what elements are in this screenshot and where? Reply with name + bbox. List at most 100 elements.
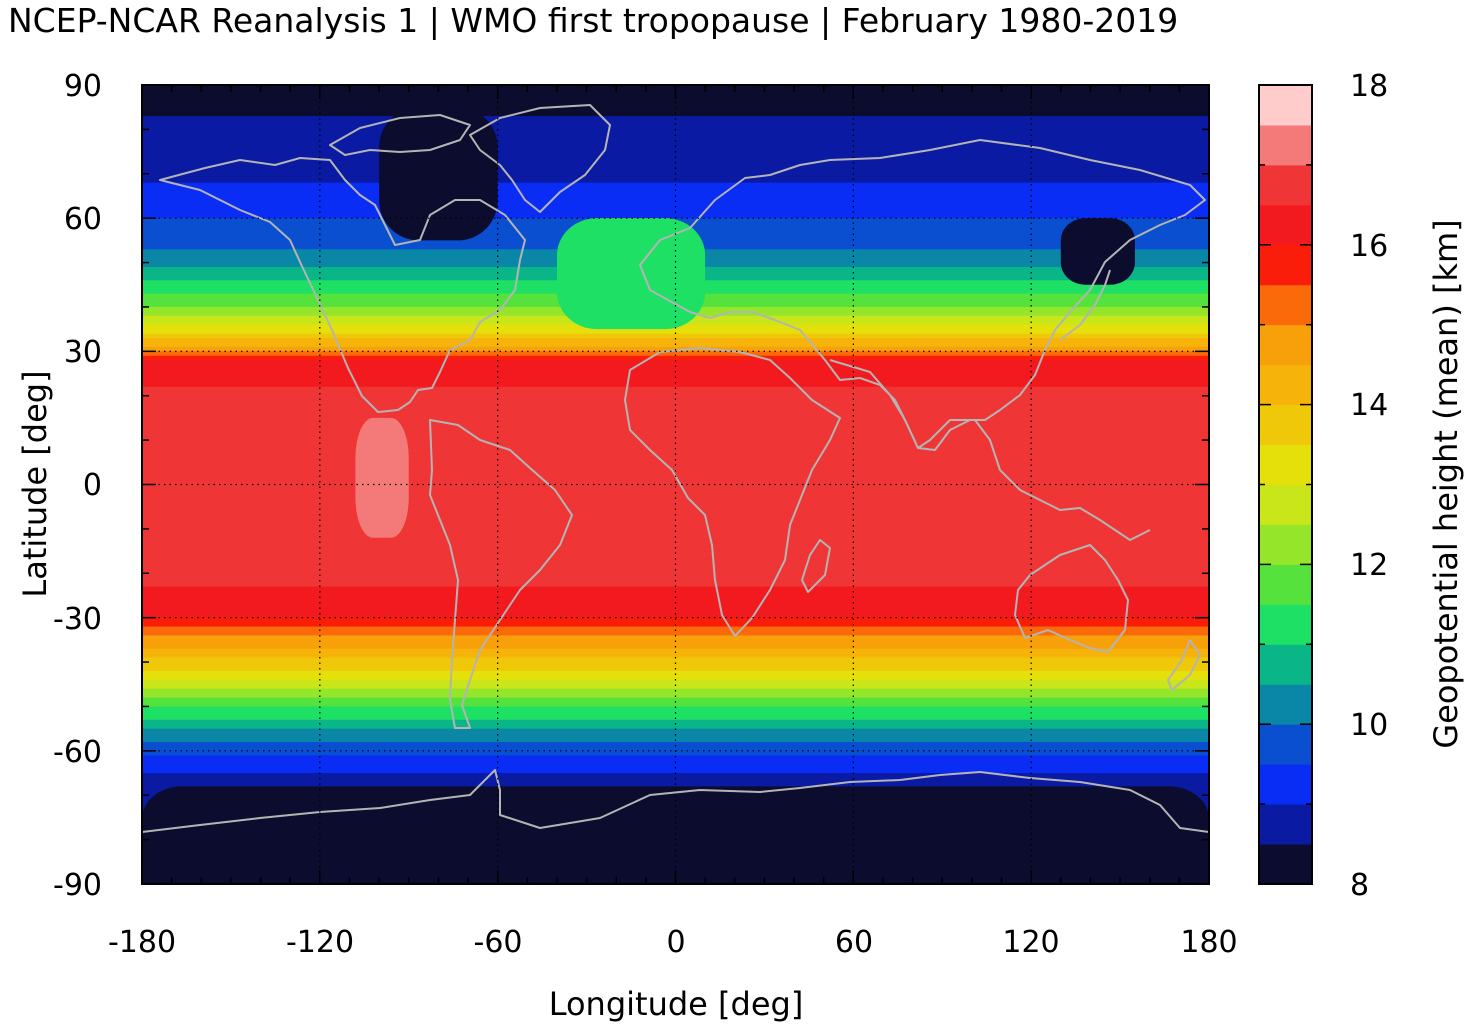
zonal-band: [142, 431, 1209, 437]
zonal-band: [142, 98, 1209, 104]
zonal-band: [142, 626, 1209, 632]
colorbar-swatch: [1259, 124, 1312, 166]
zonal-band: [142, 613, 1209, 619]
y-tick-label: 30: [64, 335, 102, 370]
coastline-madagascar: [801, 539, 831, 593]
zonal-band: [142, 471, 1209, 477]
x-tick-label: 60: [835, 925, 873, 960]
colorbar-swatch: [1259, 164, 1312, 206]
zonal-band: [142, 444, 1209, 450]
coastline-eurasia: [639, 139, 1206, 451]
coastline-arctic-islands: [329, 114, 471, 156]
colorbar-label: Geopotential height (mean) [km]: [1427, 219, 1465, 748]
zonal-band: [142, 679, 1209, 685]
colorbar-tick-label: 14: [1350, 388, 1388, 423]
zonal-band: [142, 120, 1209, 126]
zonal-band: [142, 173, 1209, 179]
y-tick-label: -90: [53, 868, 102, 903]
zonal-band: [142, 351, 1209, 357]
coastline-africa: [624, 347, 841, 637]
zonal-band: [142, 107, 1209, 113]
zonal-band: [142, 608, 1209, 614]
y-tick-labels: 90 60 30 0 -30 -60 -90: [53, 69, 102, 903]
zonal-band: [142, 102, 1209, 108]
zonal-band: [142, 453, 1209, 459]
zonal-band: [142, 724, 1209, 730]
colorbar-swatch: [1259, 564, 1312, 605]
zonal-band: [142, 147, 1209, 153]
colorbar-swatch: [1259, 804, 1312, 845]
coastline-south-asia: [829, 359, 1151, 541]
zonal-band: [142, 475, 1209, 481]
x-tick-label: -180: [108, 925, 176, 960]
x-axis-label: Longitude [deg]: [549, 985, 804, 1023]
regional-feature: [1060, 218, 1135, 285]
y-tick-label: -60: [53, 735, 102, 770]
zonal-band: [142, 382, 1209, 388]
zonal-band: [142, 493, 1209, 499]
zonal-band: [142, 164, 1209, 170]
zonal-band: [142, 142, 1209, 148]
zonal-band: [142, 195, 1209, 202]
zonal-band: [142, 409, 1209, 415]
zonal-band: [142, 635, 1209, 641]
colorbar-tick-label: 12: [1350, 548, 1388, 583]
coastline-new-zealand: [1167, 639, 1201, 691]
zonal-band: [142, 395, 1209, 401]
zonal-band: [142, 213, 1209, 219]
zonal-band: [142, 364, 1209, 370]
coastline-south-america: [429, 419, 573, 729]
zonal-band: [142, 662, 1209, 668]
colorbar-swatch: [1259, 404, 1312, 446]
map-ticks: [141, 84, 1210, 885]
zonal-band: [142, 719, 1209, 725]
zonal-band: [142, 653, 1209, 659]
zonal-band: [142, 604, 1209, 610]
zonal-band: [142, 670, 1209, 676]
zonal-band: [142, 480, 1209, 486]
zonal-band: [142, 777, 1209, 783]
x-tick-label: -60: [474, 925, 523, 960]
x-tick-label: 0: [666, 925, 685, 960]
zonal-band: [142, 537, 1209, 543]
zonal-band: [142, 697, 1209, 703]
zonal-band: [142, 111, 1209, 117]
zonal-band: [142, 448, 1209, 455]
zonal-band: [142, 466, 1209, 472]
y-tick-label: 90: [64, 69, 102, 104]
colorbar-swatch: [1259, 844, 1312, 885]
zonal-band: [142, 404, 1209, 410]
regional-features: [142, 107, 1209, 884]
y-tick-label: 60: [64, 202, 102, 237]
zonal-band: [142, 546, 1209, 552]
zonal-band: [142, 586, 1209, 592]
zonal-band: [142, 329, 1209, 335]
colorbar-swatch: [1259, 444, 1312, 485]
colorbar-ticks: [1259, 84, 1312, 885]
zonal-band: [142, 630, 1209, 637]
zonal-band: [142, 675, 1209, 681]
colorbar-swatch: [1259, 204, 1312, 246]
chart-title: NCEP-NCAR Reanalysis 1 | WMO first tropo…: [8, 1, 1178, 40]
zonal-band: [142, 422, 1209, 428]
colorbar-swatch: [1259, 644, 1312, 685]
zonal-band: [142, 400, 1209, 406]
coastline-greenland: [469, 104, 611, 213]
colorbar-tick-label: 16: [1350, 229, 1388, 264]
zonal-band: [142, 156, 1209, 162]
zonal-band: [142, 639, 1209, 645]
zonal-band: [142, 702, 1209, 708]
zonal-band: [142, 497, 1209, 503]
zonal-band: [142, 582, 1209, 588]
coastline-north-america: [159, 157, 526, 413]
zonal-band: [142, 377, 1209, 384]
zonal-band: [142, 741, 1209, 747]
x-tick-label: -120: [286, 925, 354, 960]
colorbar-tick-label: 10: [1350, 708, 1388, 743]
zonal-band: [142, 169, 1209, 175]
colorbar: [1259, 85, 1312, 885]
colorbar-tick-label: 8: [1350, 868, 1369, 903]
x-tick-labels: -180 -120 -60 0 60 120 180: [108, 925, 1238, 960]
zonal-band: [142, 764, 1209, 770]
